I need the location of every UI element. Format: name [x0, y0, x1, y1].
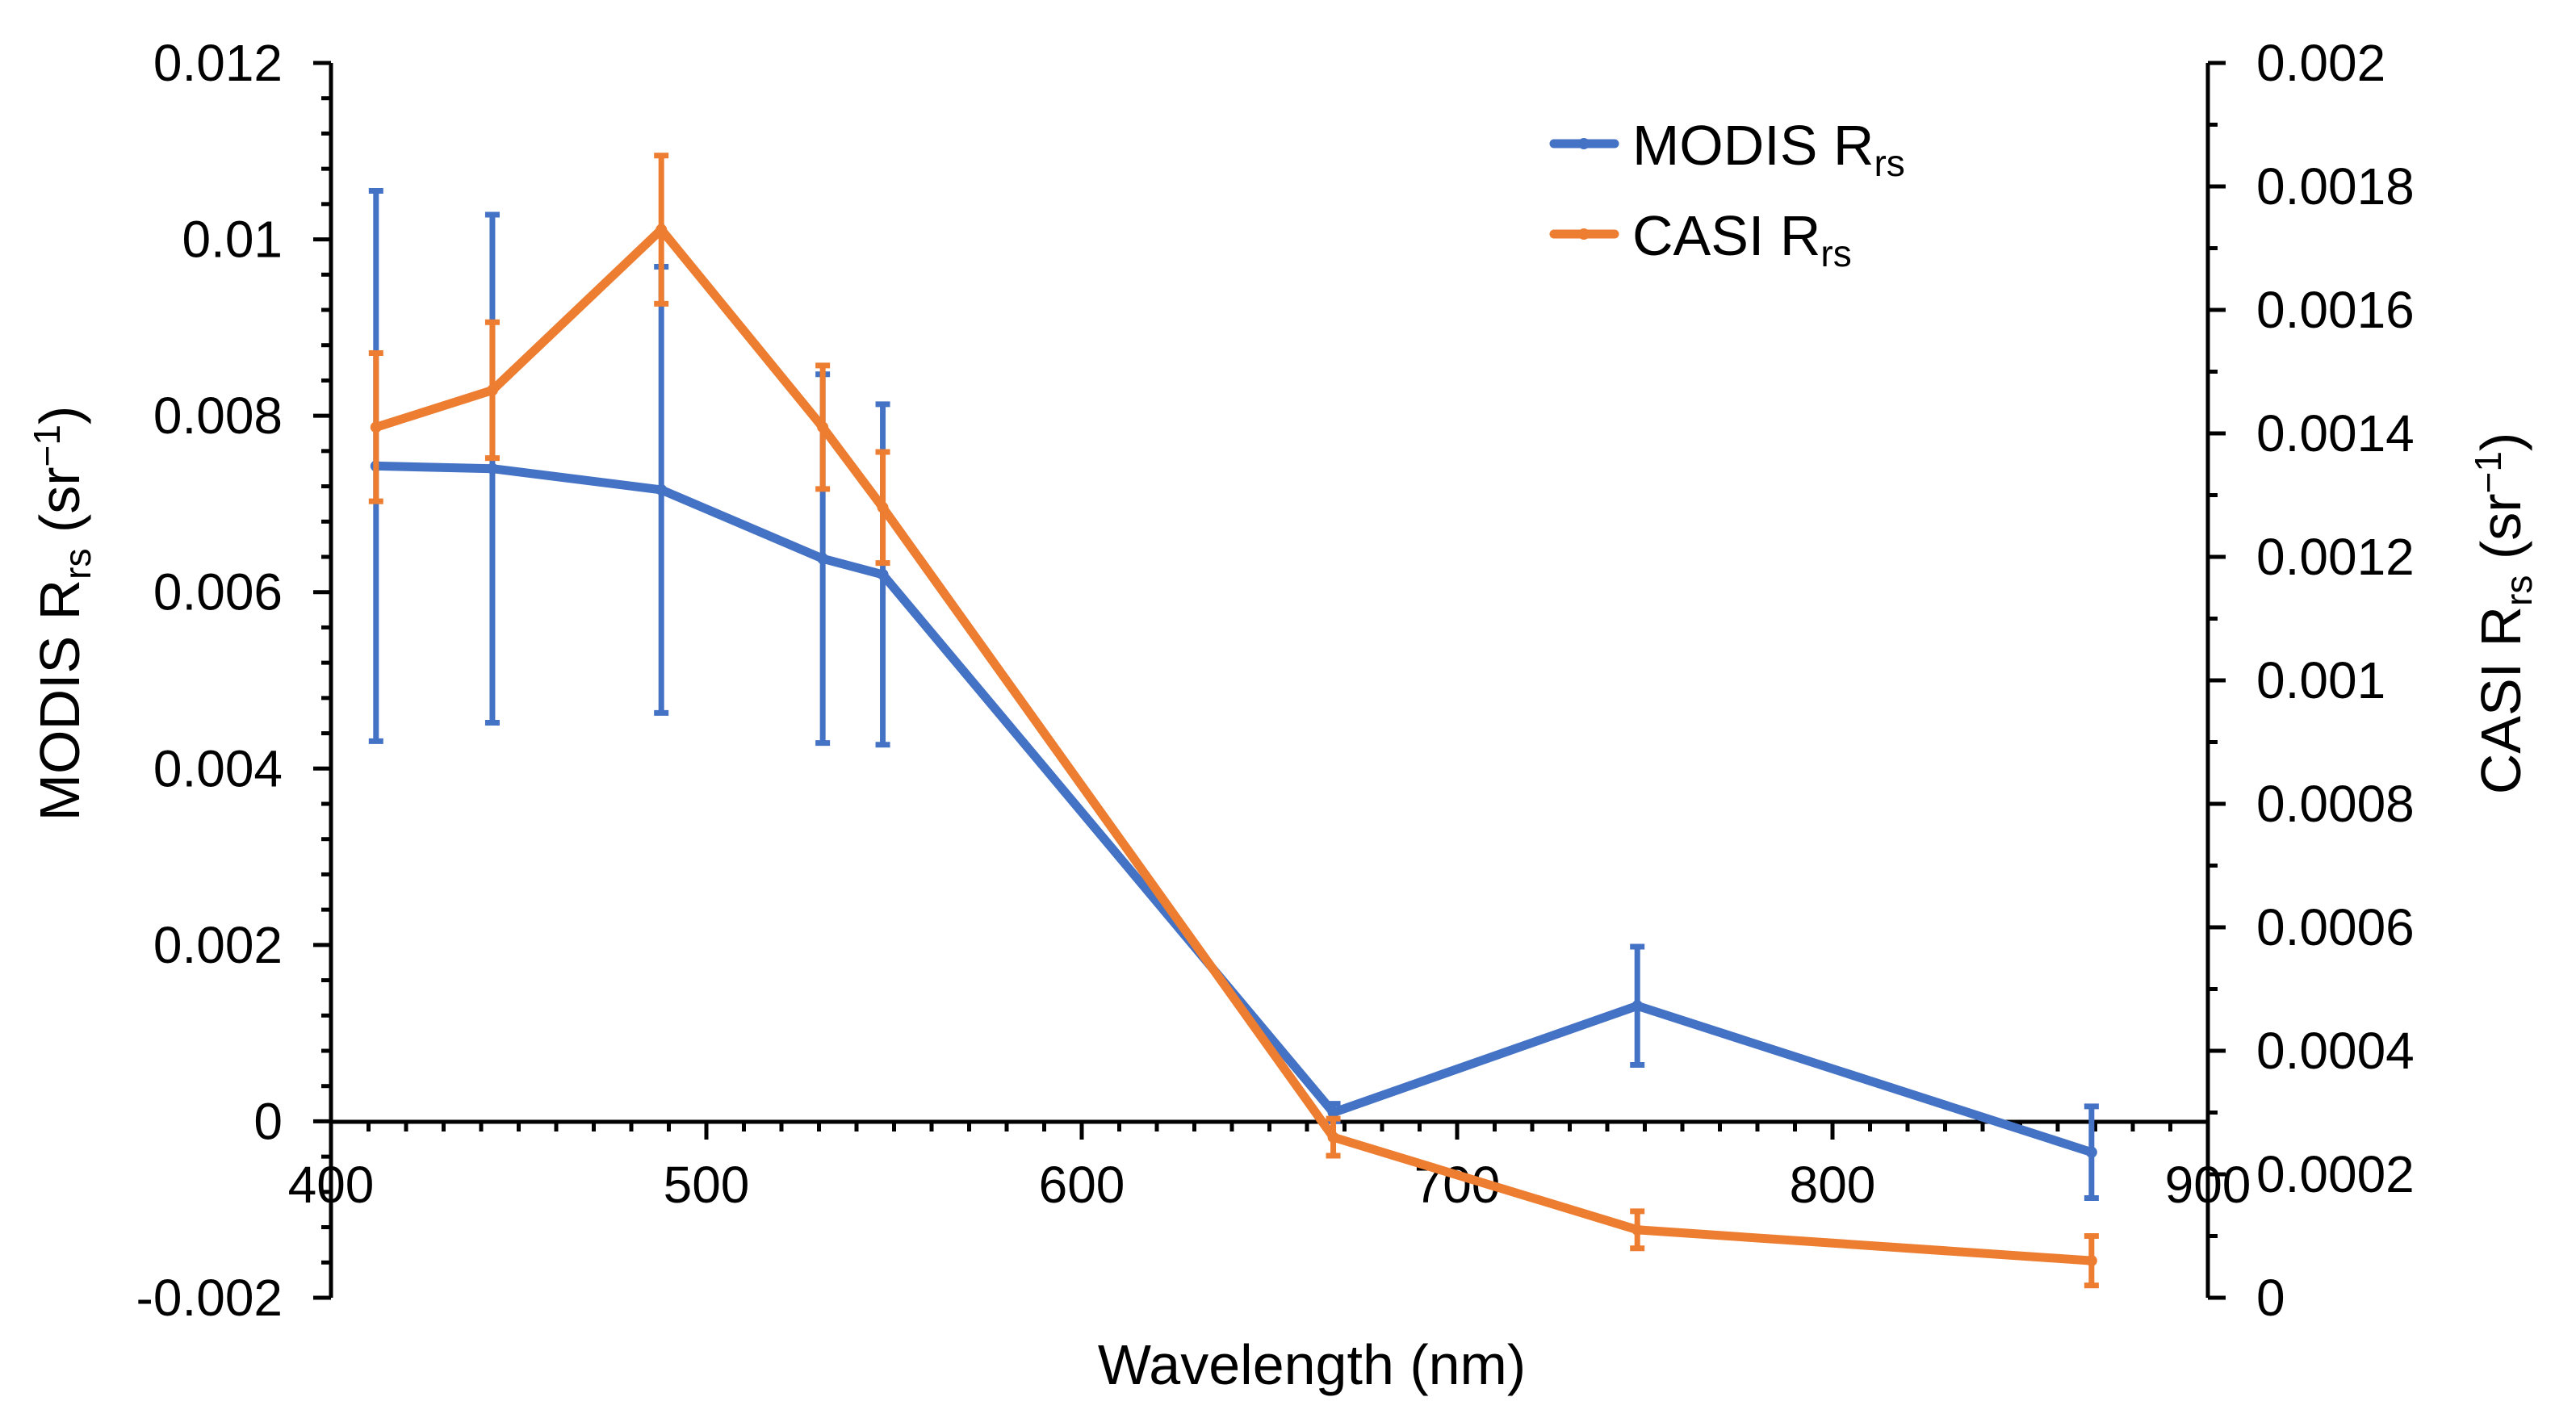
casi-line — [371, 225, 2096, 1265]
legend-item-modis: MODIS Rrs — [1549, 114, 1905, 184]
y-right-tick-label: 0.0008 — [2256, 775, 2415, 833]
y-left-tick-label: 0.012 — [153, 34, 283, 92]
y-right-tick-label: 0.001 — [2256, 651, 2385, 709]
y-left-tick-label: 0.004 — [153, 739, 283, 797]
x-tick-label: 900 — [2165, 1156, 2251, 1214]
y-left-tick-label: 0.008 — [153, 387, 283, 445]
modis-point — [1631, 1000, 1644, 1012]
casi-point — [370, 421, 382, 433]
casi-point — [877, 501, 889, 513]
axes-layer: -0.002 0 0.002 0.004 0.006 0.008 0.01 0.012 0 0.0… — [136, 34, 2415, 1327]
x-tick-label: 500 — [664, 1156, 750, 1214]
casi-point — [656, 224, 668, 236]
y-left-tick-label: 0.006 — [153, 563, 283, 621]
x-axis-title: Wavelength (nm) — [1098, 1333, 1526, 1396]
y-right-tick-label: 0.0014 — [2256, 404, 2415, 462]
y-left-tick-label: 0.01 — [182, 211, 283, 269]
y-left-tick-label: 0 — [253, 1092, 283, 1150]
legend-label-modis: MODIS Rrs — [1632, 114, 1905, 184]
y-left-tick-label: -0.002 — [136, 1269, 283, 1327]
legend: MODIS Rrs CASI Rrs — [1549, 114, 1905, 274]
y-right-tick-label: 0.0018 — [2256, 157, 2415, 215]
modis-point — [2085, 1146, 2097, 1158]
y-right-tick-label: 0.0004 — [2256, 1022, 2415, 1080]
series-casi — [368, 153, 2099, 1289]
modis-point — [817, 553, 829, 565]
casi-point — [486, 384, 498, 396]
x-tick-label: 600 — [1039, 1156, 1125, 1214]
casi-point — [817, 421, 829, 433]
modis-point — [877, 568, 889, 580]
legend-label-casi: CASI Rrs — [1632, 204, 1852, 274]
series-layer — [368, 153, 2099, 1289]
legend-marker-casi — [1578, 228, 1590, 240]
casi-point — [2085, 1255, 2097, 1267]
modis-point — [656, 483, 668, 496]
y-left-tick-label: 0.002 — [153, 916, 283, 974]
y-axis-right-title: CASI Rrs (sr−1) — [2467, 433, 2540, 795]
modis-point — [1327, 1106, 1339, 1119]
x-tick-label: 400 — [288, 1156, 375, 1214]
modis-line — [371, 461, 2096, 1157]
y-right-tick-label: 0.0002 — [2256, 1145, 2415, 1203]
y-right-tick-label: 0 — [2256, 1269, 2285, 1327]
y-right-tick-label: 0.002 — [2256, 34, 2385, 92]
legend-item-casi: CASI Rrs — [1549, 204, 1852, 274]
modis-point — [486, 462, 498, 475]
y-right-tick-label: 0.0006 — [2256, 898, 2415, 956]
y-right-tick-label: 0.0012 — [2256, 528, 2415, 586]
casi-point — [1327, 1131, 1339, 1144]
x-tick-label: 800 — [1790, 1156, 1876, 1214]
series-modis — [368, 187, 2099, 1202]
y-axis-left-title: MODIS Rrs (sr−1) — [26, 406, 98, 822]
legend-marker-modis — [1578, 138, 1590, 149]
y-right-tick-label: 0.0016 — [2256, 281, 2415, 339]
casi-point — [1631, 1223, 1644, 1236]
axis-titles: Wavelength (nm) MODIS Rrs (sr−1) CASI Rrs … — [26, 406, 2540, 1396]
